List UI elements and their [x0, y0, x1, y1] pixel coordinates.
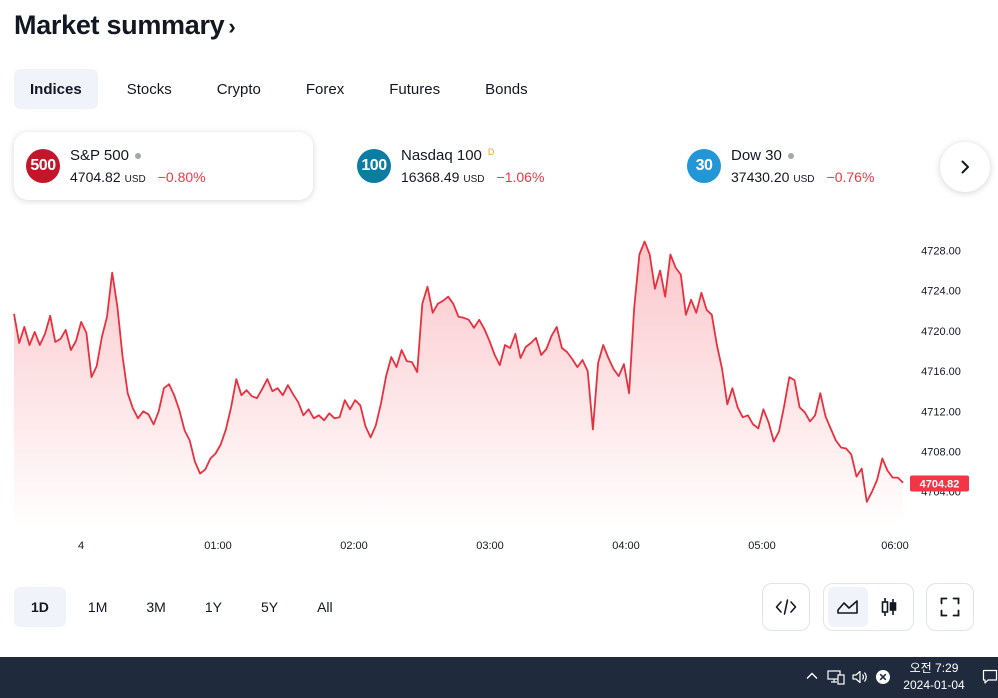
range-3m-button[interactable]: 3M	[146, 599, 166, 615]
ticker-currency: USD	[463, 174, 485, 185]
x-axis-tick-label: 02:00	[340, 540, 368, 552]
ticker-name: Dow 30	[731, 147, 782, 164]
windows-taskbar: 오전 7:29 2024-01-04	[0, 657, 998, 698]
ticker-card-sp500[interactable]: 500 S&P 500 4704.82 USD −0.80%	[14, 132, 313, 200]
tab-crypto[interactable]: Crypto	[216, 80, 261, 98]
price-chart-svg: 4728.00 4724.00 4720.00 4716.00 4712.00 4708.…	[13, 240, 969, 552]
ticker-card-nasdaq100[interactable]: 100 Nasdaq 100 D 16368.49 USD −1.06%	[345, 132, 544, 200]
taskbar-clock[interactable]: 오전 7:29 2024-01-04	[896, 660, 972, 694]
volume-button[interactable]	[851, 669, 869, 685]
area-chart-button[interactable]	[828, 587, 868, 627]
y-axis-tick-label: 4708.00	[921, 447, 961, 459]
ticker-currency: USD	[124, 174, 146, 185]
ticker-strip: 500 S&P 500 4704.82 USD −0.80% 100 Nasda…	[14, 132, 998, 200]
chevron-right-icon: ›	[228, 13, 236, 39]
network-icon	[827, 670, 845, 685]
market-closed-dot-icon	[134, 152, 141, 159]
next-tickers-button[interactable]	[940, 142, 990, 192]
sp500-logo: 500	[26, 149, 60, 183]
range-all-button[interactable]: All	[317, 599, 333, 615]
range-1d-button[interactable]: 1D	[14, 587, 66, 627]
tab-forex[interactable]: Forex	[305, 80, 345, 98]
time-range-selector: 1D 1M 3M 1Y 5Y All	[14, 587, 355, 627]
page-title: Market summary	[14, 10, 225, 40]
nasdaq100-logo: 100	[357, 149, 391, 183]
ticker-name: S&P 500	[70, 147, 129, 164]
ticker-name: Nasdaq 100	[401, 147, 482, 164]
y-axis-tick-label: 4728.00	[921, 246, 961, 258]
y-axis-tick-label: 4716.00	[921, 366, 961, 378]
x-axis-tick-label: 04:00	[612, 540, 640, 552]
ticker-change: −1.06%	[496, 169, 545, 185]
x-axis-tick-label: 4	[78, 540, 84, 552]
range-5y-button[interactable]: 5Y	[260, 599, 279, 615]
ticker-price: 4704.82	[70, 169, 121, 185]
action-center-button[interactable]	[982, 669, 998, 685]
speaker-icon	[852, 670, 867, 684]
close-circle-icon	[876, 670, 890, 684]
x-axis-tick-label: 03:00	[476, 540, 504, 552]
chevron-up-icon	[806, 672, 818, 679]
price-area-fill	[14, 241, 903, 528]
ticker-currency: USD	[793, 174, 815, 185]
last-price-badge	[910, 475, 969, 492]
area-chart-icon	[836, 600, 858, 614]
range-1y-button[interactable]: 1Y	[204, 599, 222, 615]
chevron-right-icon	[961, 160, 969, 174]
x-axis-tick-label: 01:00	[204, 540, 232, 552]
candles-chart-button[interactable]	[870, 587, 910, 627]
candlestick-icon	[881, 598, 897, 616]
embed-code-button[interactable]	[762, 583, 810, 631]
tab-futures[interactable]: Futures	[389, 80, 441, 98]
fullscreen-icon	[940, 597, 960, 617]
ticker-change: −0.76%	[826, 169, 875, 185]
delayed-data-badge: D	[487, 146, 495, 157]
x-axis-tick-label: 05:00	[748, 540, 776, 552]
tab-stocks[interactable]: Stocks	[126, 80, 172, 98]
ticker-price: 16368.49	[401, 169, 460, 185]
ticker-change: −0.80%	[157, 169, 206, 185]
tab-bonds[interactable]: Bonds	[485, 80, 528, 98]
dow30-logo: 30	[687, 149, 721, 183]
tab-indices[interactable]: Indices	[14, 69, 98, 109]
ticker-price: 37430.20	[731, 169, 790, 185]
range-1m-button[interactable]: 1M	[87, 599, 108, 615]
network-button[interactable]	[827, 669, 845, 685]
market-summary-title-link[interactable]: Market summary ›	[14, 10, 236, 41]
clock-date: 2024-01-04	[903, 678, 965, 692]
clock-time: 오전 7:29	[909, 661, 959, 675]
show-hidden-icons-button[interactable]	[805, 669, 819, 683]
market-closed-dot-icon	[787, 152, 794, 159]
fullscreen-button[interactable]	[926, 583, 974, 631]
chart-type-toggle	[823, 583, 914, 631]
category-tabs: Indices Stocks Crypto Forex Futures Bond…	[14, 69, 557, 109]
price-chart[interactable]: 4728.00 4724.00 4720.00 4716.00 4712.00 4708.…	[0, 228, 998, 558]
y-axis-tick-label: 4720.00	[921, 326, 961, 338]
last-price-label: 4704.82	[920, 478, 960, 490]
notification-error-button[interactable]	[875, 669, 891, 685]
y-axis-tick-label: 4712.00	[921, 406, 961, 418]
y-axis-tick-label: 4724.00	[921, 286, 961, 298]
chat-bubble-icon	[982, 669, 998, 684]
ticker-card-dow30[interactable]: 30 Dow 30 37430.20 USD −0.76%	[675, 132, 874, 200]
code-icon	[775, 599, 797, 615]
x-axis-tick-label: 06:00	[881, 540, 909, 552]
price-line-series	[13, 240, 904, 503]
